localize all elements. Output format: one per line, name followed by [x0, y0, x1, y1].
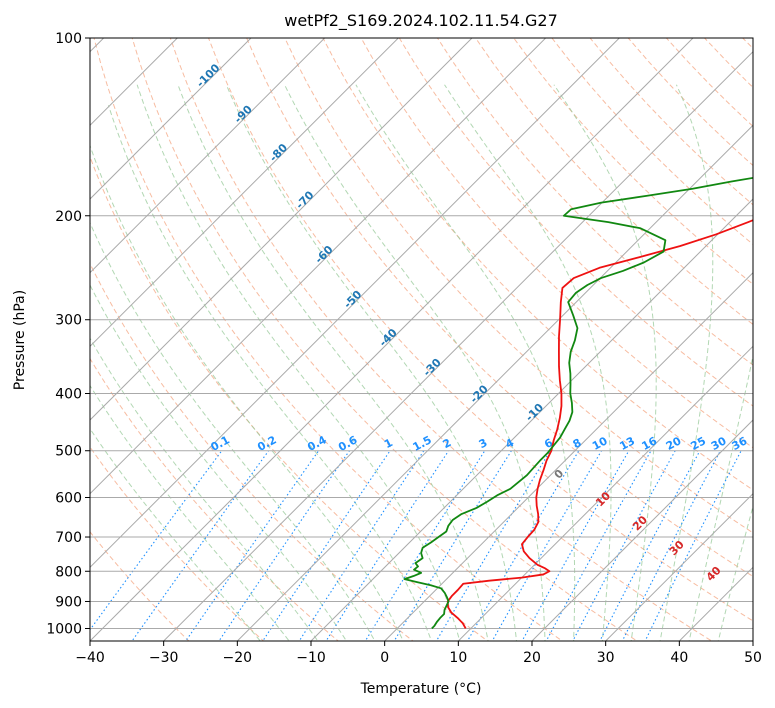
y-tick-label: 300: [55, 313, 82, 329]
y-tick-label: 200: [55, 209, 82, 225]
x-tick-label: 0: [380, 650, 389, 666]
chart-title: wetPf2_S169.2024.102.11.54.G27: [284, 11, 558, 31]
x-tick-label: −20: [223, 650, 253, 666]
x-tick-label: −40: [75, 650, 105, 666]
y-tick-label: 600: [55, 490, 82, 506]
x-tick-label: 50: [744, 650, 762, 666]
y-tick-label: 400: [55, 387, 82, 403]
y-tick-label: 700: [55, 530, 82, 546]
x-axis-label: Temperature (°C): [360, 681, 482, 697]
x-tick-label: −10: [296, 650, 326, 666]
y-tick-label: 1000: [46, 621, 82, 637]
y-tick-label: 500: [55, 444, 82, 460]
y-tick-label: 900: [55, 594, 82, 610]
y-tick-label: 800: [55, 564, 82, 580]
x-tick-label: −30: [149, 650, 179, 666]
y-tick-label: 100: [55, 31, 82, 47]
y-axis-label: Pressure (hPa): [12, 290, 28, 390]
x-tick-label: 10: [449, 650, 467, 666]
x-tick-label: 20: [523, 650, 541, 666]
x-tick-label: 40: [670, 650, 688, 666]
x-tick-label: 30: [597, 650, 615, 666]
